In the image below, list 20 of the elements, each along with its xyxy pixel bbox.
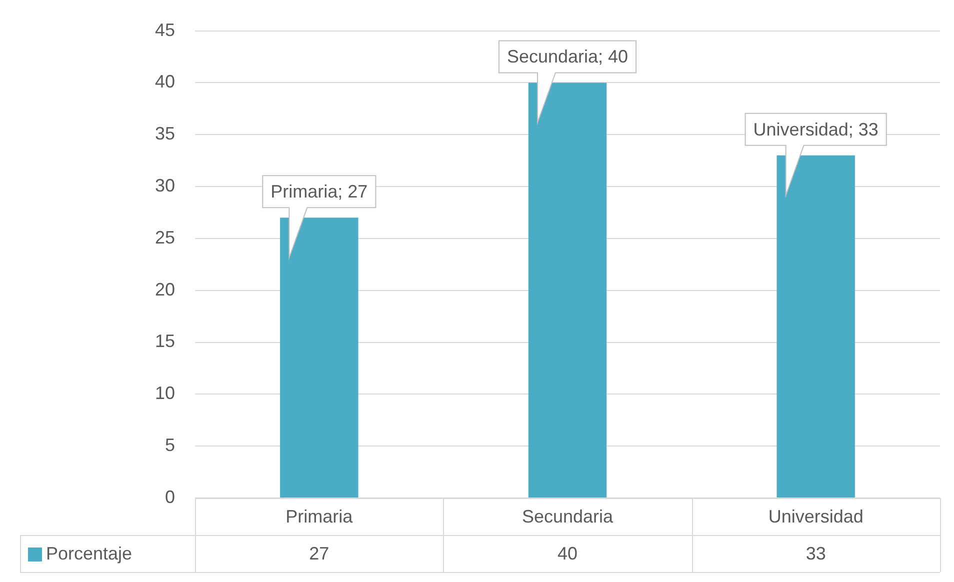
data-label: 33 (806, 543, 826, 564)
y-tick-label: 25 (154, 227, 175, 248)
x-tick-label: Secundaria (522, 506, 614, 526)
y-tick-label: 30 (154, 176, 175, 196)
legend-label: Porcentaje (46, 543, 132, 564)
y-tick-label: 15 (154, 331, 175, 352)
data-label: 40 (557, 543, 578, 564)
annotation: Secundaria; 40 (506, 46, 628, 67)
x-tick-label: Primaria (286, 506, 354, 526)
y-tick-label: 10 (154, 383, 175, 404)
annotation: Universidad; 33 (753, 119, 878, 140)
y-tick-label: 0 (164, 486, 175, 507)
y-tick-label: 35 (154, 124, 175, 144)
y-tick-label: 40 (154, 72, 175, 92)
y-tick-label: 20 (154, 279, 175, 300)
y-tick-label: 5 (164, 435, 175, 456)
y-tick-label: 45 (154, 20, 175, 40)
annotation: Primaria; 27 (270, 182, 368, 202)
x-tick-label: Universidad (768, 506, 864, 526)
data-label: 27 (309, 543, 330, 564)
